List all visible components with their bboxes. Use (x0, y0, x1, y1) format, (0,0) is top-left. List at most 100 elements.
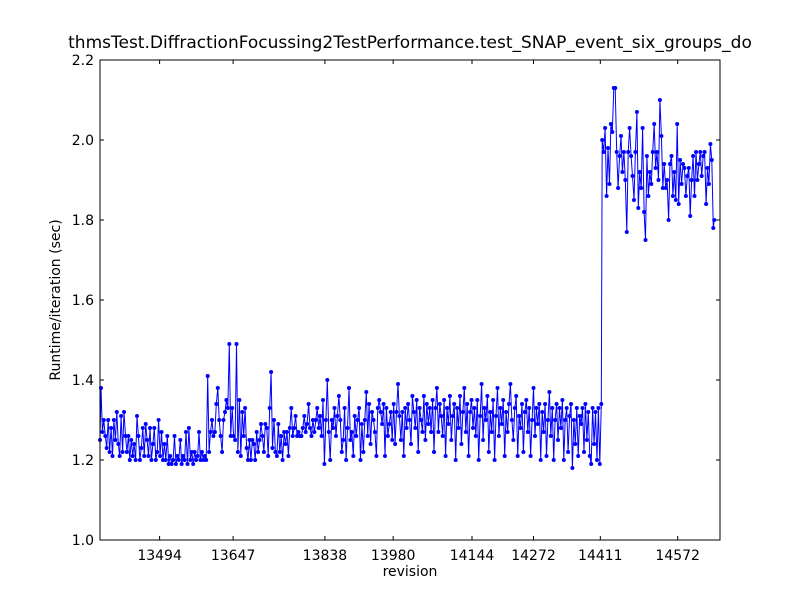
data-point (597, 462, 602, 466)
data-point (221, 418, 226, 422)
data-point (325, 378, 330, 382)
data-point (560, 398, 565, 402)
data-point (117, 454, 122, 458)
chart-title: thmsTest.DiffractionFocussing2TestPerfor… (68, 33, 752, 53)
data-point (656, 178, 661, 182)
data-point (328, 458, 333, 462)
data-point (524, 398, 529, 402)
data-point (468, 410, 473, 414)
data-point (653, 166, 658, 170)
data-point (573, 442, 578, 446)
data-point (673, 198, 678, 202)
data-point (593, 410, 598, 414)
data-point (318, 414, 323, 418)
data-point (253, 458, 258, 462)
data-point (370, 410, 374, 414)
data-point (678, 158, 683, 162)
y-tick-label: 1.4 (72, 373, 94, 389)
data-point (367, 402, 372, 406)
data-point (371, 418, 376, 422)
data-point (447, 394, 452, 398)
data-point (627, 126, 632, 130)
data-point (250, 438, 255, 442)
data-point (587, 454, 592, 458)
data-point (139, 446, 144, 450)
data-point (269, 370, 274, 374)
data-point (155, 450, 160, 454)
data-point (326, 430, 331, 434)
x-tick-label: 13494 (137, 548, 182, 564)
data-point (666, 218, 671, 222)
data-point (426, 422, 431, 426)
data-point (397, 414, 402, 418)
y-tick-label: 1.0 (72, 533, 94, 549)
data-point (691, 154, 696, 158)
data-point (372, 430, 377, 434)
data-point (455, 406, 460, 410)
data-point (580, 406, 585, 410)
data-point (305, 422, 310, 426)
data-point (413, 426, 418, 430)
data-point (416, 450, 421, 454)
data-point (663, 186, 668, 190)
data-point (574, 406, 579, 410)
data-point (335, 414, 340, 418)
x-tick-label: 13647 (211, 548, 256, 564)
data-point (557, 406, 562, 410)
data-point (522, 410, 527, 414)
data-point (114, 410, 119, 414)
data-point (567, 414, 572, 418)
y-tick-label: 2.2 (72, 53, 94, 69)
data-point (475, 398, 480, 402)
data-point (553, 418, 558, 422)
data-point (308, 426, 312, 430)
data-point (659, 134, 664, 138)
data-point (460, 410, 465, 414)
data-point (538, 458, 543, 462)
data-point (675, 122, 680, 126)
data-point (626, 150, 631, 154)
data-point (644, 154, 649, 158)
data-point (341, 438, 346, 442)
data-point (409, 442, 413, 446)
data-point (162, 442, 167, 446)
data-point (643, 238, 648, 242)
data-point (299, 434, 304, 438)
data-point (608, 122, 613, 126)
x-tick-label: 14144 (450, 548, 495, 564)
data-point (414, 398, 419, 402)
data-point (465, 402, 470, 406)
data-point (429, 430, 434, 434)
data-point (259, 422, 263, 426)
data-point (140, 426, 145, 430)
data-point (590, 406, 595, 410)
data-point (233, 438, 238, 442)
data-point (564, 406, 569, 410)
data-point (547, 390, 552, 394)
data-point (563, 418, 568, 422)
data-point (377, 398, 382, 402)
data-point (280, 458, 285, 462)
data-point (496, 434, 501, 438)
data-point (440, 434, 445, 438)
data-point (694, 150, 698, 154)
data-point (184, 430, 188, 434)
data-point (689, 178, 694, 182)
data-point (113, 438, 118, 442)
data-point (432, 450, 436, 454)
data-point (361, 450, 366, 454)
data-point (312, 430, 317, 434)
data-point (570, 466, 575, 470)
data-point (533, 434, 537, 438)
data-point (182, 458, 187, 462)
data-point (381, 402, 386, 406)
data-point (349, 430, 354, 434)
data-point (272, 418, 276, 422)
data-point (577, 414, 582, 418)
series-layer (98, 86, 717, 470)
data-point (511, 438, 516, 442)
data-point (227, 342, 232, 346)
data-point (331, 426, 336, 430)
data-point (662, 162, 667, 166)
data-point (483, 418, 488, 422)
